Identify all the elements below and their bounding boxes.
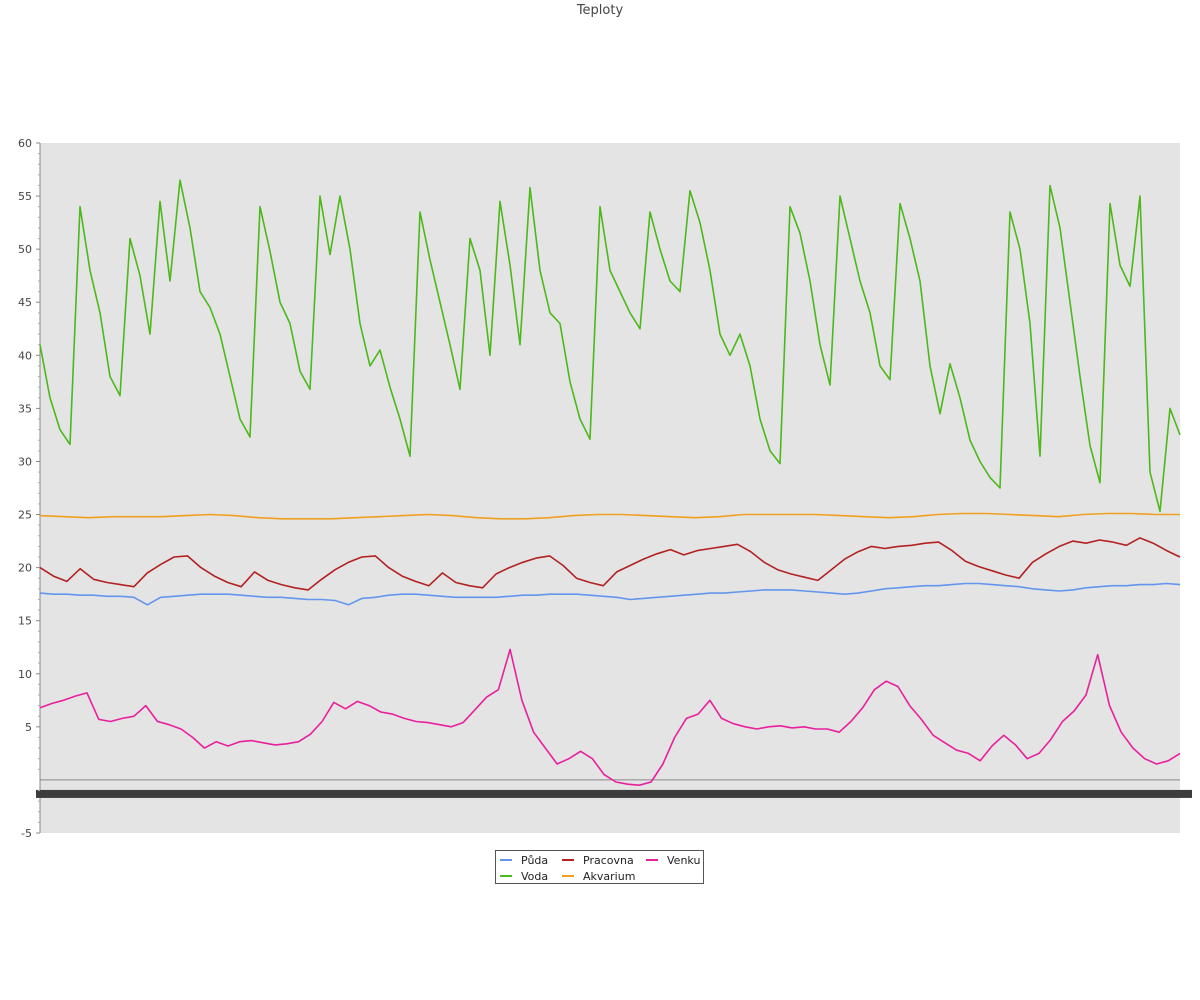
y-tick-label: 15 [18,615,32,628]
legend-label: Akvarium [583,869,636,883]
y-tick-label: 40 [18,349,32,362]
legend-item: Pracovna [562,852,634,868]
legend-swatch [562,875,574,877]
y-tick-label: 50 [18,243,32,256]
plot-background [40,143,1180,833]
legend-label: Venku [667,853,701,867]
series-line-2 [39,537,1181,591]
legend-swatch [562,859,574,861]
legend-label: Voda [521,869,549,883]
legend-item: Akvarium [562,868,635,884]
y-tick-label: 20 [18,562,32,575]
y-tick-label: -5 [21,827,32,840]
series-line-0 [39,582,1181,606]
y-tick-label: 5 [25,721,32,734]
legend-item: Voda [500,868,548,884]
chart-title: Teploty [576,3,624,18]
legend-label: Půda [521,853,549,867]
y-tick-label: 45 [18,296,32,309]
y-axis-ticks: -5 5 10 15 20 25 30 35 40 45 50 55 60 [18,137,40,840]
y-tick-label: 60 [18,137,32,150]
series-line-4 [39,648,1181,787]
legend: Půda Voda Pracovna Akvarium Venku [495,850,704,884]
legend-swatch [646,859,658,861]
series-line-3 [39,512,1180,520]
legend-item: Venku [646,852,700,868]
y-tick-label: 35 [18,402,32,415]
legend-swatch [500,875,512,877]
legend-item: Půda [500,852,548,868]
y-tick-label: 55 [18,190,32,203]
legend-swatch [500,859,512,861]
series-lines [39,179,1181,787]
x-axis-tick-labels-band [36,789,1192,798]
legend-label: Pracovna [583,853,634,867]
series-line-1 [39,179,1181,513]
y-tick-label: 10 [18,668,32,681]
y-tick-label: 25 [18,509,32,522]
y-tick-label: 30 [18,455,32,468]
